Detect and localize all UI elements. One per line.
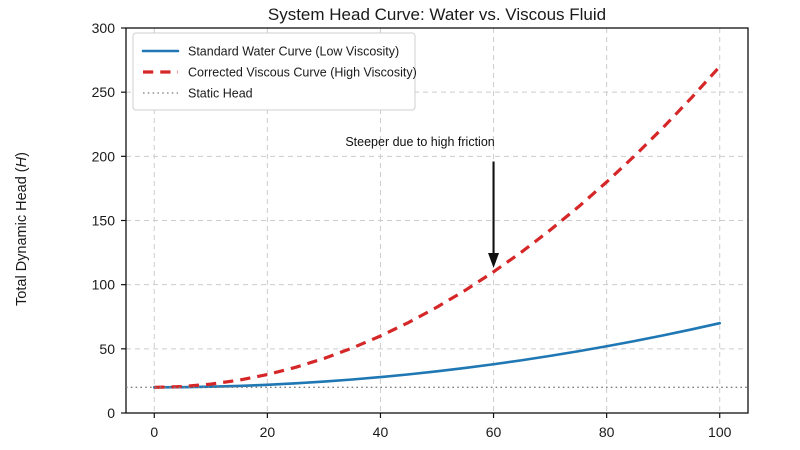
gridlines — [126, 28, 748, 413]
y-tick-label: 200 — [92, 148, 116, 164]
legend-box — [132, 32, 416, 111]
x-tick-label: 100 — [708, 424, 732, 440]
y-tick-label: 250 — [92, 84, 116, 100]
annotations: Steeper due to high friction — [345, 135, 500, 268]
series-line — [152, 321, 722, 389]
x-tick-label: 0 — [150, 424, 158, 440]
x-axis-ticks: 0 20 40 60 80 100 — [150, 413, 732, 440]
chart-legend: Standard Water Curve (Low Viscosity) Corr… — [132, 32, 417, 111]
chart-title: System Head Curve: Water vs. Viscous Flu… — [268, 5, 606, 24]
legend-label[interactable]: Corrected Viscous Curve (High Viscosity) — [188, 66, 417, 80]
y-tick-label: 50 — [99, 341, 115, 357]
series-line — [154, 65, 721, 389]
annotation-arrow-head — [488, 252, 500, 268]
y-tick-label: 150 — [92, 213, 116, 229]
x-tick-label: 40 — [373, 424, 389, 440]
x-tick-label: 60 — [486, 424, 502, 440]
y-axis-label: Total Dynamic Head (H) — [14, 152, 30, 306]
y-tick-label: 300 — [92, 20, 116, 36]
x-tick-label: 80 — [599, 424, 615, 440]
x-tick-label: 20 — [260, 424, 276, 440]
legend-label[interactable]: Standard Water Curve (Low Viscosity) — [188, 45, 399, 59]
y-axis-ticks: 0 50 100 150 200 250 300 — [92, 20, 126, 421]
y-tick-label: 0 — [107, 405, 115, 421]
y-tick-label: 100 — [92, 277, 116, 293]
legend-label[interactable]: Static Head — [188, 87, 253, 101]
annotation-text: Steeper due to high friction — [345, 135, 494, 149]
data-series — [126, 65, 748, 389]
